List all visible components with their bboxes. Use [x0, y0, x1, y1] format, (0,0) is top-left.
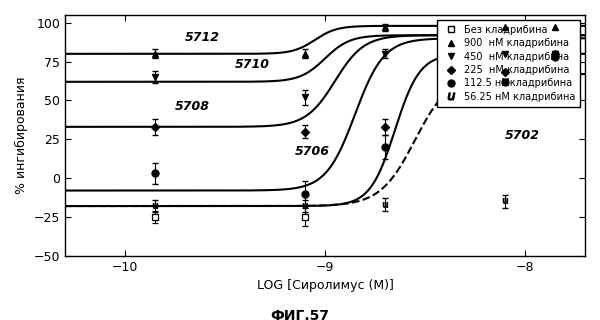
- Legend: Без кладрибина, 900  нМ кладрибина, 450  нМ кладрибина, 225  нМ кладрибина, 112.: Без кладрибина, 900 нМ кладрибина, 450 н…: [437, 20, 580, 107]
- Y-axis label: % ингибирования: % ингибирования: [15, 77, 28, 194]
- Text: 5702: 5702: [455, 91, 490, 103]
- Text: 5710: 5710: [235, 58, 270, 71]
- Text: 5702: 5702: [505, 129, 540, 142]
- Text: 5706: 5706: [295, 145, 330, 158]
- Text: 5712: 5712: [185, 31, 220, 44]
- Text: 5708: 5708: [175, 100, 210, 113]
- Text: u: u: [382, 199, 388, 210]
- X-axis label: LOG [Сиролимус (M)]: LOG [Сиролимус (M)]: [257, 279, 394, 292]
- Text: u: u: [502, 196, 508, 206]
- Text: u: u: [551, 69, 559, 79]
- Text: ФИГ.57: ФИГ.57: [271, 309, 329, 320]
- Text: u: u: [301, 201, 308, 211]
- Text: u: u: [151, 201, 158, 211]
